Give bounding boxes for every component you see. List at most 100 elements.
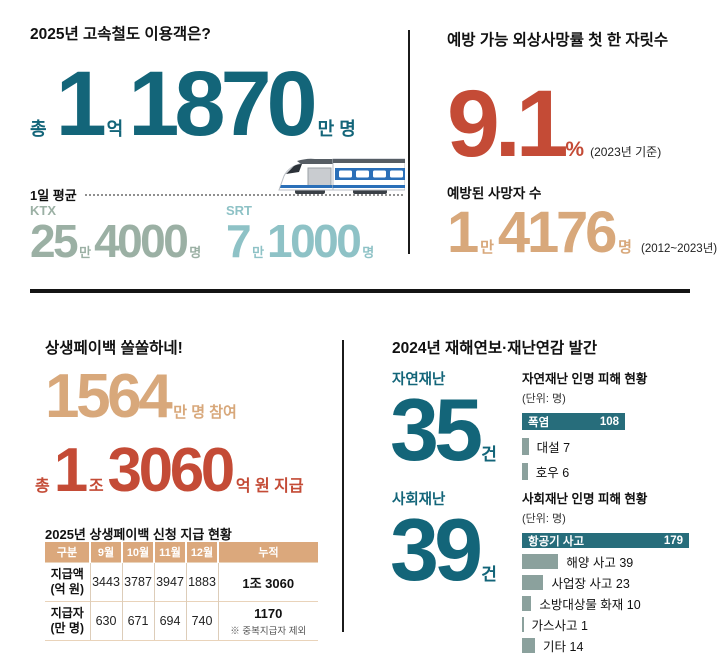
ktx-num2: 4000 (94, 215, 189, 267)
amount-prefix: 총 (35, 478, 50, 495)
table-header-cell: 구분 (45, 542, 90, 563)
rail-total-suffix: 만 명 (317, 119, 356, 139)
rail-total-num2: 1870 (128, 53, 318, 155)
prevented-note: (2012~2023년) (640, 243, 718, 255)
table-header-cell: 11월 (153, 542, 186, 563)
table-header-cell: 12월 (185, 542, 218, 563)
srt-num1: 7 (226, 215, 252, 267)
natural-count-unit: 건 (481, 445, 497, 464)
daily-average-row: 1일 평균 (30, 185, 403, 204)
ktx-figure: 25 만 4000 명 (30, 218, 204, 264)
bar-label: 사업장 사고 23 (551, 577, 630, 591)
table-cell: 3787 (121, 562, 154, 602)
table-cell-note: ※ 중복지급자 제외 (230, 625, 307, 637)
bar-row: 기타 14 (522, 638, 694, 654)
trauma-rate-figure: 9.1 % (2023년 기준) (447, 77, 661, 172)
srt-figure: 7 만 1000 명 (226, 218, 377, 264)
table-cumulative-cell: 1170 ※ 중복지급자 제외 (217, 601, 318, 641)
table-cell: 694 (153, 601, 186, 641)
payback-amount-figure: 총 1 조 3060 억 원 지급 (31, 440, 308, 502)
trauma-rate-note: (2023년 기준) (590, 145, 662, 159)
trauma-title: 예방 가능 외상사망률 첫 한 자릿수 (447, 32, 669, 49)
bar: 폭염 108 (522, 413, 625, 430)
natural-count-value: 35 (390, 380, 483, 479)
ktx-suffix: 명 (189, 245, 202, 260)
table-cell: 671 (121, 601, 154, 641)
bar-row: 해양 사고 39 (522, 554, 694, 570)
bar (522, 596, 532, 611)
social-disaster-chart: 사회재난 인명 피해 현황 (단위: 명) 항공기 사고 179 해양 사고 39 사… (522, 488, 694, 659)
bar-value: 179 (663, 534, 683, 547)
daily-average-label: 1일 평균 (30, 188, 77, 203)
prevented-deaths-label: 예방된 사망자 수 (447, 186, 542, 201)
bar (522, 638, 536, 653)
bar-row: 대설 7 (522, 438, 694, 455)
bar-row: 소방대상물 화재 10 (522, 596, 694, 612)
rail-title: 2025년 고속철도 이용객은? (30, 26, 211, 43)
amount-num1: 1 (53, 436, 88, 505)
table-cell: 630 (89, 601, 122, 641)
natural-chart-unit: (단위: 명) (522, 393, 566, 405)
bar-label: 폭염 (528, 416, 550, 429)
srt-num2: 1000 (267, 215, 362, 267)
social-count-unit: 건 (481, 565, 497, 584)
bar-label: 호우 6 (535, 466, 570, 480)
participants-suffix: 만 명 참여 (173, 404, 237, 421)
payback-participants-figure: 1564 만 명 참여 (45, 366, 237, 428)
bar-label: 소방대상물 화재 10 (539, 598, 641, 612)
bar-row: 가스사고 1 (522, 617, 694, 633)
natural-disaster-chart: 자연재난 인명 피해 현황 (단위: 명) 폭염 108 대설 7 호우 6 (522, 368, 694, 488)
dotted-line (84, 193, 403, 196)
ktx-label: KTX (30, 203, 56, 218)
table-header-cell: 누적 (217, 542, 318, 563)
bottom-vertical-divider (342, 340, 344, 632)
trauma-rate-value: 9.1 (447, 71, 569, 177)
bar: 항공기 사고 179 (522, 533, 689, 548)
train-icon (278, 158, 405, 194)
rail-section: 2025년 고속철도 이용객은? 총 1 억 1870 만 명 (30, 22, 405, 264)
bar-row: 폭염 108 (522, 413, 694, 430)
bar (522, 438, 529, 455)
table-cell: 740 (185, 601, 218, 641)
bar-row: 항공기 사고 179 (522, 533, 694, 548)
bar-label: 기타 14 (543, 640, 584, 654)
natural-disaster-count: 35 건 (390, 386, 497, 474)
table-header-cell: 9월 (89, 542, 122, 563)
top-vertical-divider (408, 30, 410, 254)
rail-total-num1: 1 (55, 53, 107, 155)
social-disaster-count: 39 건 (390, 506, 497, 594)
ktx-num1: 25 (30, 215, 79, 267)
bar-label: 대설 7 (536, 441, 571, 455)
table-row: 지급액 (억 원) 3443 3787 3947 1883 1조 3060 (45, 562, 318, 602)
payback-table-title: 2025년 상생페이백 신청 지급 현황 (45, 527, 232, 542)
social-chart-title: 사회재난 인명 피해 현황 (522, 492, 648, 506)
horizontal-divider (30, 289, 690, 293)
natural-chart-title: 자연재난 인명 피해 현황 (522, 372, 648, 386)
payback-title: 상생페이백 쏠쏠하네! (45, 340, 183, 357)
natural-disaster-label: 자연재난 (392, 372, 446, 388)
srt-suffix: 명 (362, 245, 375, 260)
rail-total-figure: 총 1 억 1870 만 명 (30, 58, 361, 150)
bar (522, 463, 528, 480)
table-row-header: 지급자 (만 명) (45, 601, 90, 641)
bar-label: 가스사고 1 (531, 619, 588, 633)
ktx-unit1: 만 (79, 245, 92, 260)
srt-unit1: 만 (252, 245, 265, 260)
amount-suffix: 억 원 지급 (235, 478, 304, 495)
bar-value: 108 (599, 415, 619, 428)
bar-row: 사업장 사고 23 (522, 575, 694, 591)
prevented-num2: 4176 (497, 200, 617, 265)
rail-total-prefix: 총 (30, 119, 47, 139)
social-chart-bars: 항공기 사고 179 해양 사고 39 사업장 사고 23 소방대상물 화재 10 가스사… (522, 533, 694, 654)
bar (522, 617, 524, 632)
social-chart-unit: (단위: 명) (522, 513, 566, 525)
amount-unit1: 조 (88, 478, 104, 495)
table-cell: 1883 (185, 562, 218, 602)
prevented-suffix: 명 (618, 239, 632, 256)
rail-total-unit1: 억 (106, 119, 124, 139)
bar (522, 554, 559, 569)
payback-table: 구분 9월 10월 11월 12월 누적 지급액 (억 원) 3443 3787 3947 1883… (45, 542, 318, 641)
trauma-rate-unit: % (565, 138, 585, 161)
prevented-deaths-figure: 1 만 4176 명 (2012~2023년) (447, 204, 717, 262)
